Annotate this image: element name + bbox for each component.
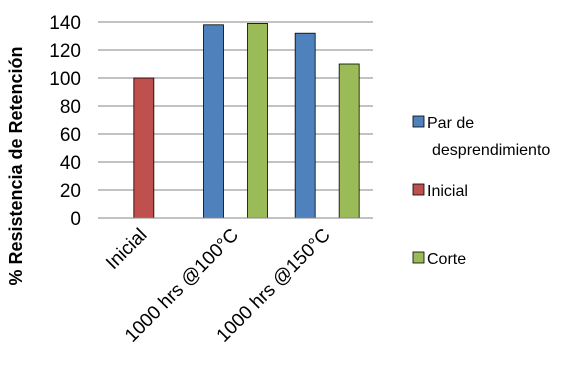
y-tick-label: 140 (49, 13, 81, 34)
legend-swatch (412, 183, 425, 196)
bar-par-de-desprendimiento-2 (294, 32, 316, 219)
bar-inicial-0 (133, 77, 155, 219)
y-tick-label: 80 (60, 97, 81, 118)
y-tick-label: 60 (60, 125, 81, 146)
bar-par-de-desprendimiento-1 (203, 24, 224, 219)
y-tick-labels: 0 20 40 60 80 100 120 140 (49, 13, 81, 230)
legend-label: Par de (427, 115, 474, 132)
y-tick-label: 40 (60, 153, 81, 174)
y-tick-label: 20 (60, 181, 81, 202)
y-axis-label: % Resistencia de Retención (6, 46, 26, 285)
legend-label: Inicial (427, 183, 468, 200)
y-tick-label: 120 (49, 41, 81, 62)
bars (133, 22, 360, 219)
legend-label: Corte (427, 251, 466, 268)
legend-swatch (412, 251, 425, 264)
y-tick-label: 100 (49, 69, 81, 90)
legend: Par de desprendimiento Inicial Corte (412, 115, 550, 268)
legend-label: desprendimiento (432, 142, 550, 159)
y-tick-label: 0 (70, 209, 81, 230)
bar-corte-2 (338, 63, 360, 219)
x-tick-label: Inicial (102, 225, 151, 274)
legend-swatch (412, 115, 425, 128)
bar-corte-1 (247, 22, 268, 219)
